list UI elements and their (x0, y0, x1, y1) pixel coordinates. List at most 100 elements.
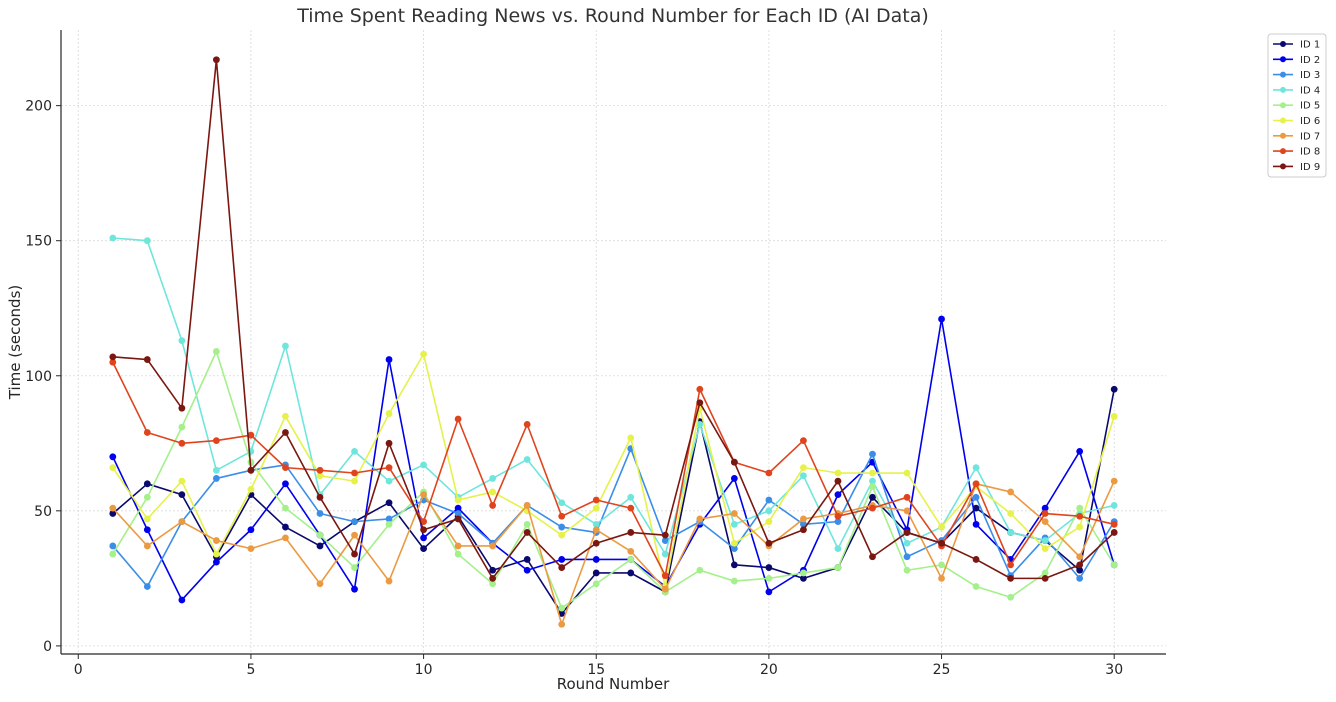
data-point (627, 569, 635, 577)
data-point (385, 356, 393, 363)
data-point (454, 550, 462, 558)
data-point (661, 531, 669, 539)
data-point (351, 477, 358, 485)
data-point (212, 56, 220, 64)
data-point (385, 499, 393, 507)
legend-label: ID 4 (1300, 85, 1320, 96)
series-line-id-2 (112, 318, 1115, 601)
data-point (454, 515, 462, 523)
data-point (661, 550, 669, 558)
data-point (1041, 504, 1049, 512)
data-point (558, 564, 566, 571)
data-point (420, 461, 427, 469)
data-point (1110, 520, 1118, 528)
legend-label: ID 6 (1300, 116, 1320, 127)
data-point (558, 523, 566, 531)
data-point (109, 453, 117, 461)
legend-label: ID 5 (1300, 101, 1320, 112)
chart-title: Time Spent Reading News vs. Round Number… (296, 5, 929, 27)
legend-swatch-marker (1280, 148, 1286, 155)
data-point (489, 566, 497, 574)
data-point (696, 420, 704, 428)
series-id-5 (109, 348, 1118, 612)
data-point (1110, 561, 1118, 569)
data-point (1041, 510, 1049, 517)
data-point (178, 404, 186, 412)
data-point (903, 469, 911, 477)
legend-entry-id-6: ID 6 (1273, 116, 1320, 127)
legend-entry-id-5: ID 5 (1273, 101, 1320, 112)
data-point (661, 537, 669, 544)
legend-entry-id-8: ID 8 (1273, 147, 1320, 158)
data-point (1041, 545, 1049, 553)
data-point (523, 502, 531, 509)
x-tick-label: 20 (760, 662, 778, 678)
data-point (212, 475, 220, 482)
data-point (247, 431, 255, 439)
data-point (212, 537, 220, 544)
data-point (903, 539, 911, 547)
data-point (765, 588, 773, 596)
data-point (730, 539, 738, 547)
series-line-id-6 (112, 353, 1115, 588)
data-point (903, 566, 911, 574)
data-point (1041, 574, 1049, 582)
data-point (938, 561, 945, 569)
data-point (903, 529, 911, 536)
data-point (316, 510, 324, 517)
data-point (212, 558, 220, 566)
data-point (420, 545, 427, 553)
data-point (558, 604, 566, 612)
data-point (1076, 504, 1084, 512)
data-point (1076, 553, 1084, 561)
data-point (523, 456, 531, 463)
data-point (765, 574, 773, 582)
data-point (454, 415, 462, 423)
data-point (903, 553, 911, 561)
legend-swatch-marker (1280, 163, 1286, 170)
data-point (592, 526, 600, 534)
data-point (351, 585, 358, 593)
data-point (938, 574, 945, 582)
y-tick-label: 150 (25, 234, 52, 250)
data-point (730, 577, 738, 585)
data-point (109, 234, 117, 242)
axes (60, 30, 1166, 655)
data-point (282, 504, 289, 512)
data-point (661, 585, 669, 593)
data-point (1110, 502, 1118, 509)
data-point (1110, 412, 1118, 420)
data-point (454, 510, 462, 517)
series-line-id-8 (112, 361, 1115, 577)
data-point (247, 545, 255, 553)
data-point (1041, 518, 1049, 526)
data-point (178, 337, 186, 345)
data-point (282, 412, 289, 420)
legend-entry-id-1: ID 1 (1273, 40, 1320, 51)
data-point (869, 477, 876, 485)
data-point (489, 502, 497, 509)
data-point (385, 577, 393, 585)
data-point (730, 475, 738, 482)
legend-label: ID 3 (1300, 70, 1320, 81)
x-tick-label: 15 (587, 662, 605, 678)
data-point (109, 550, 117, 558)
data-point (316, 466, 324, 474)
data-point (800, 526, 807, 534)
data-point (938, 315, 945, 323)
legend-swatch-marker (1280, 71, 1286, 78)
data-point (316, 580, 324, 588)
data-point (143, 542, 151, 550)
data-point (143, 583, 151, 590)
data-point (834, 512, 842, 520)
data-point (558, 531, 566, 539)
data-point (109, 510, 117, 517)
data-point (282, 429, 289, 436)
data-point (489, 574, 497, 582)
data-point (800, 515, 807, 523)
data-point (627, 434, 635, 442)
y-tick-label: 100 (25, 369, 52, 385)
data-point (523, 529, 531, 536)
data-point (1007, 510, 1015, 517)
data-point (972, 583, 980, 590)
